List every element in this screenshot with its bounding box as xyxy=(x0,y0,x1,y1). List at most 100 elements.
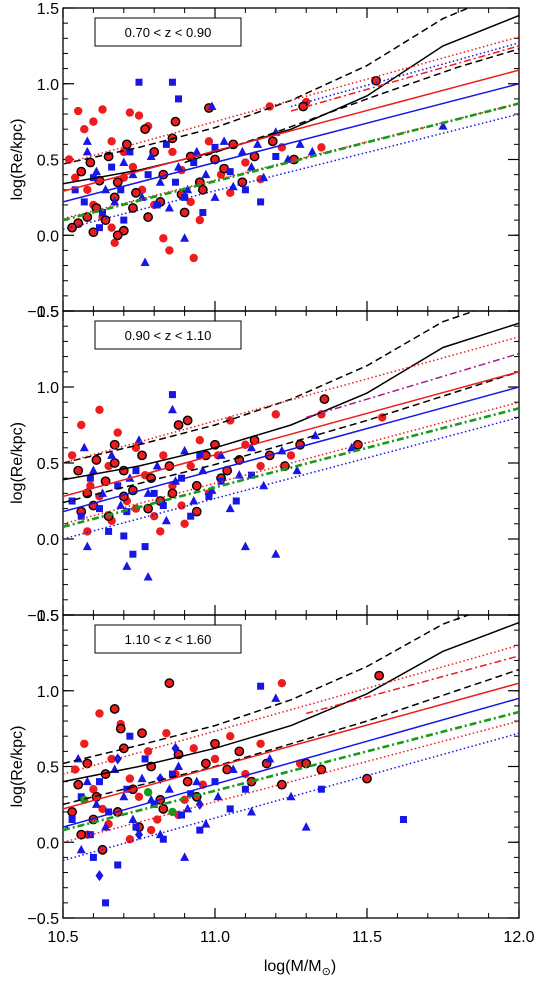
data-point xyxy=(107,450,117,459)
data-point xyxy=(399,816,407,824)
data-point xyxy=(70,173,80,182)
data-point xyxy=(141,543,149,551)
data-point xyxy=(167,404,177,414)
data-point xyxy=(116,500,126,510)
data-point xyxy=(125,835,135,844)
redshift-label: 0.70 < z < 0.90 xyxy=(125,25,212,40)
data-point xyxy=(150,800,158,808)
y-tick-label: −0.5 xyxy=(27,608,59,625)
data-point xyxy=(140,257,150,267)
data-point xyxy=(237,177,248,188)
data-point xyxy=(128,814,138,824)
data-point xyxy=(141,755,149,763)
data-point xyxy=(114,482,122,490)
data-point xyxy=(74,106,83,116)
data-point xyxy=(68,816,76,824)
series-line xyxy=(305,352,519,419)
data-point xyxy=(79,442,89,452)
data-point xyxy=(175,95,183,103)
plot-area xyxy=(63,615,519,907)
y-tick-label: 1.0 xyxy=(37,684,59,701)
data-point xyxy=(95,778,103,786)
data-point xyxy=(162,140,170,148)
data-point xyxy=(98,105,107,114)
data-point xyxy=(150,512,159,521)
series-line xyxy=(63,336,519,464)
data-point xyxy=(180,852,190,861)
data-point xyxy=(82,541,92,551)
x-axis-label-close: ) xyxy=(331,958,336,975)
data-point xyxy=(181,193,189,201)
data-point xyxy=(153,815,162,824)
data-point xyxy=(144,171,152,179)
data-point xyxy=(118,743,129,754)
data-point xyxy=(198,465,208,475)
data-point xyxy=(178,811,186,819)
data-point xyxy=(158,804,169,814)
data-point xyxy=(140,124,150,135)
x-tick-label: 12.0 xyxy=(503,929,534,946)
data-point xyxy=(347,442,357,452)
data-point xyxy=(137,450,147,461)
data-point xyxy=(143,788,153,797)
data-point xyxy=(125,108,135,117)
data-point xyxy=(98,804,107,814)
data-point xyxy=(216,450,226,459)
panel-3: −0.5 0.0 0.5 1.0 1.5 10.5 11.0 11.5 12.0 log(Re/k… xyxy=(9,608,535,946)
data-point xyxy=(77,420,86,430)
data-point xyxy=(192,776,202,786)
data-point xyxy=(70,765,80,774)
data-point xyxy=(201,819,211,828)
data-point xyxy=(195,215,204,225)
data-point xyxy=(257,682,265,690)
series-line xyxy=(63,14,519,185)
data-point xyxy=(187,512,195,520)
data-point xyxy=(317,785,325,793)
data-point xyxy=(240,541,250,551)
data-point xyxy=(237,146,247,156)
plot-area xyxy=(63,8,519,267)
data-point xyxy=(173,420,184,430)
data-point xyxy=(156,527,165,536)
data-point xyxy=(226,168,234,176)
data-point xyxy=(246,442,256,452)
data-point xyxy=(83,185,92,194)
data-point xyxy=(186,461,195,471)
data-point xyxy=(143,488,153,497)
data-point xyxy=(207,101,217,110)
data-point xyxy=(146,151,156,160)
plot-area xyxy=(63,311,519,581)
data-point xyxy=(253,139,263,148)
data-point xyxy=(174,162,184,171)
series-line xyxy=(63,386,519,513)
data-point xyxy=(67,451,77,460)
data-point xyxy=(256,461,265,471)
data-point xyxy=(217,477,225,485)
data-point xyxy=(122,561,132,570)
data-point xyxy=(234,746,245,757)
data-point xyxy=(195,798,204,810)
data-point xyxy=(267,136,278,147)
data-point xyxy=(100,215,111,226)
data-point xyxy=(105,808,113,816)
data-point xyxy=(180,445,190,455)
data-point xyxy=(162,728,171,738)
data-point xyxy=(241,186,249,194)
series-line xyxy=(63,732,519,862)
data-point xyxy=(164,784,174,793)
panel-2: −0.5 0.0 0.5 1.0 1.5 log(Re/kpc) 0.90 < z < 1.… xyxy=(9,304,520,625)
data-point xyxy=(71,186,79,194)
data-point xyxy=(143,572,153,581)
data-point xyxy=(213,791,223,801)
y-tick-label: 0.5 xyxy=(37,456,59,473)
data-point xyxy=(95,870,104,882)
data-point xyxy=(171,178,179,186)
data-point xyxy=(207,485,217,494)
data-point xyxy=(132,823,140,831)
data-point xyxy=(132,467,140,475)
series-line xyxy=(63,83,519,203)
data-point xyxy=(82,776,92,786)
series-line xyxy=(63,682,519,810)
